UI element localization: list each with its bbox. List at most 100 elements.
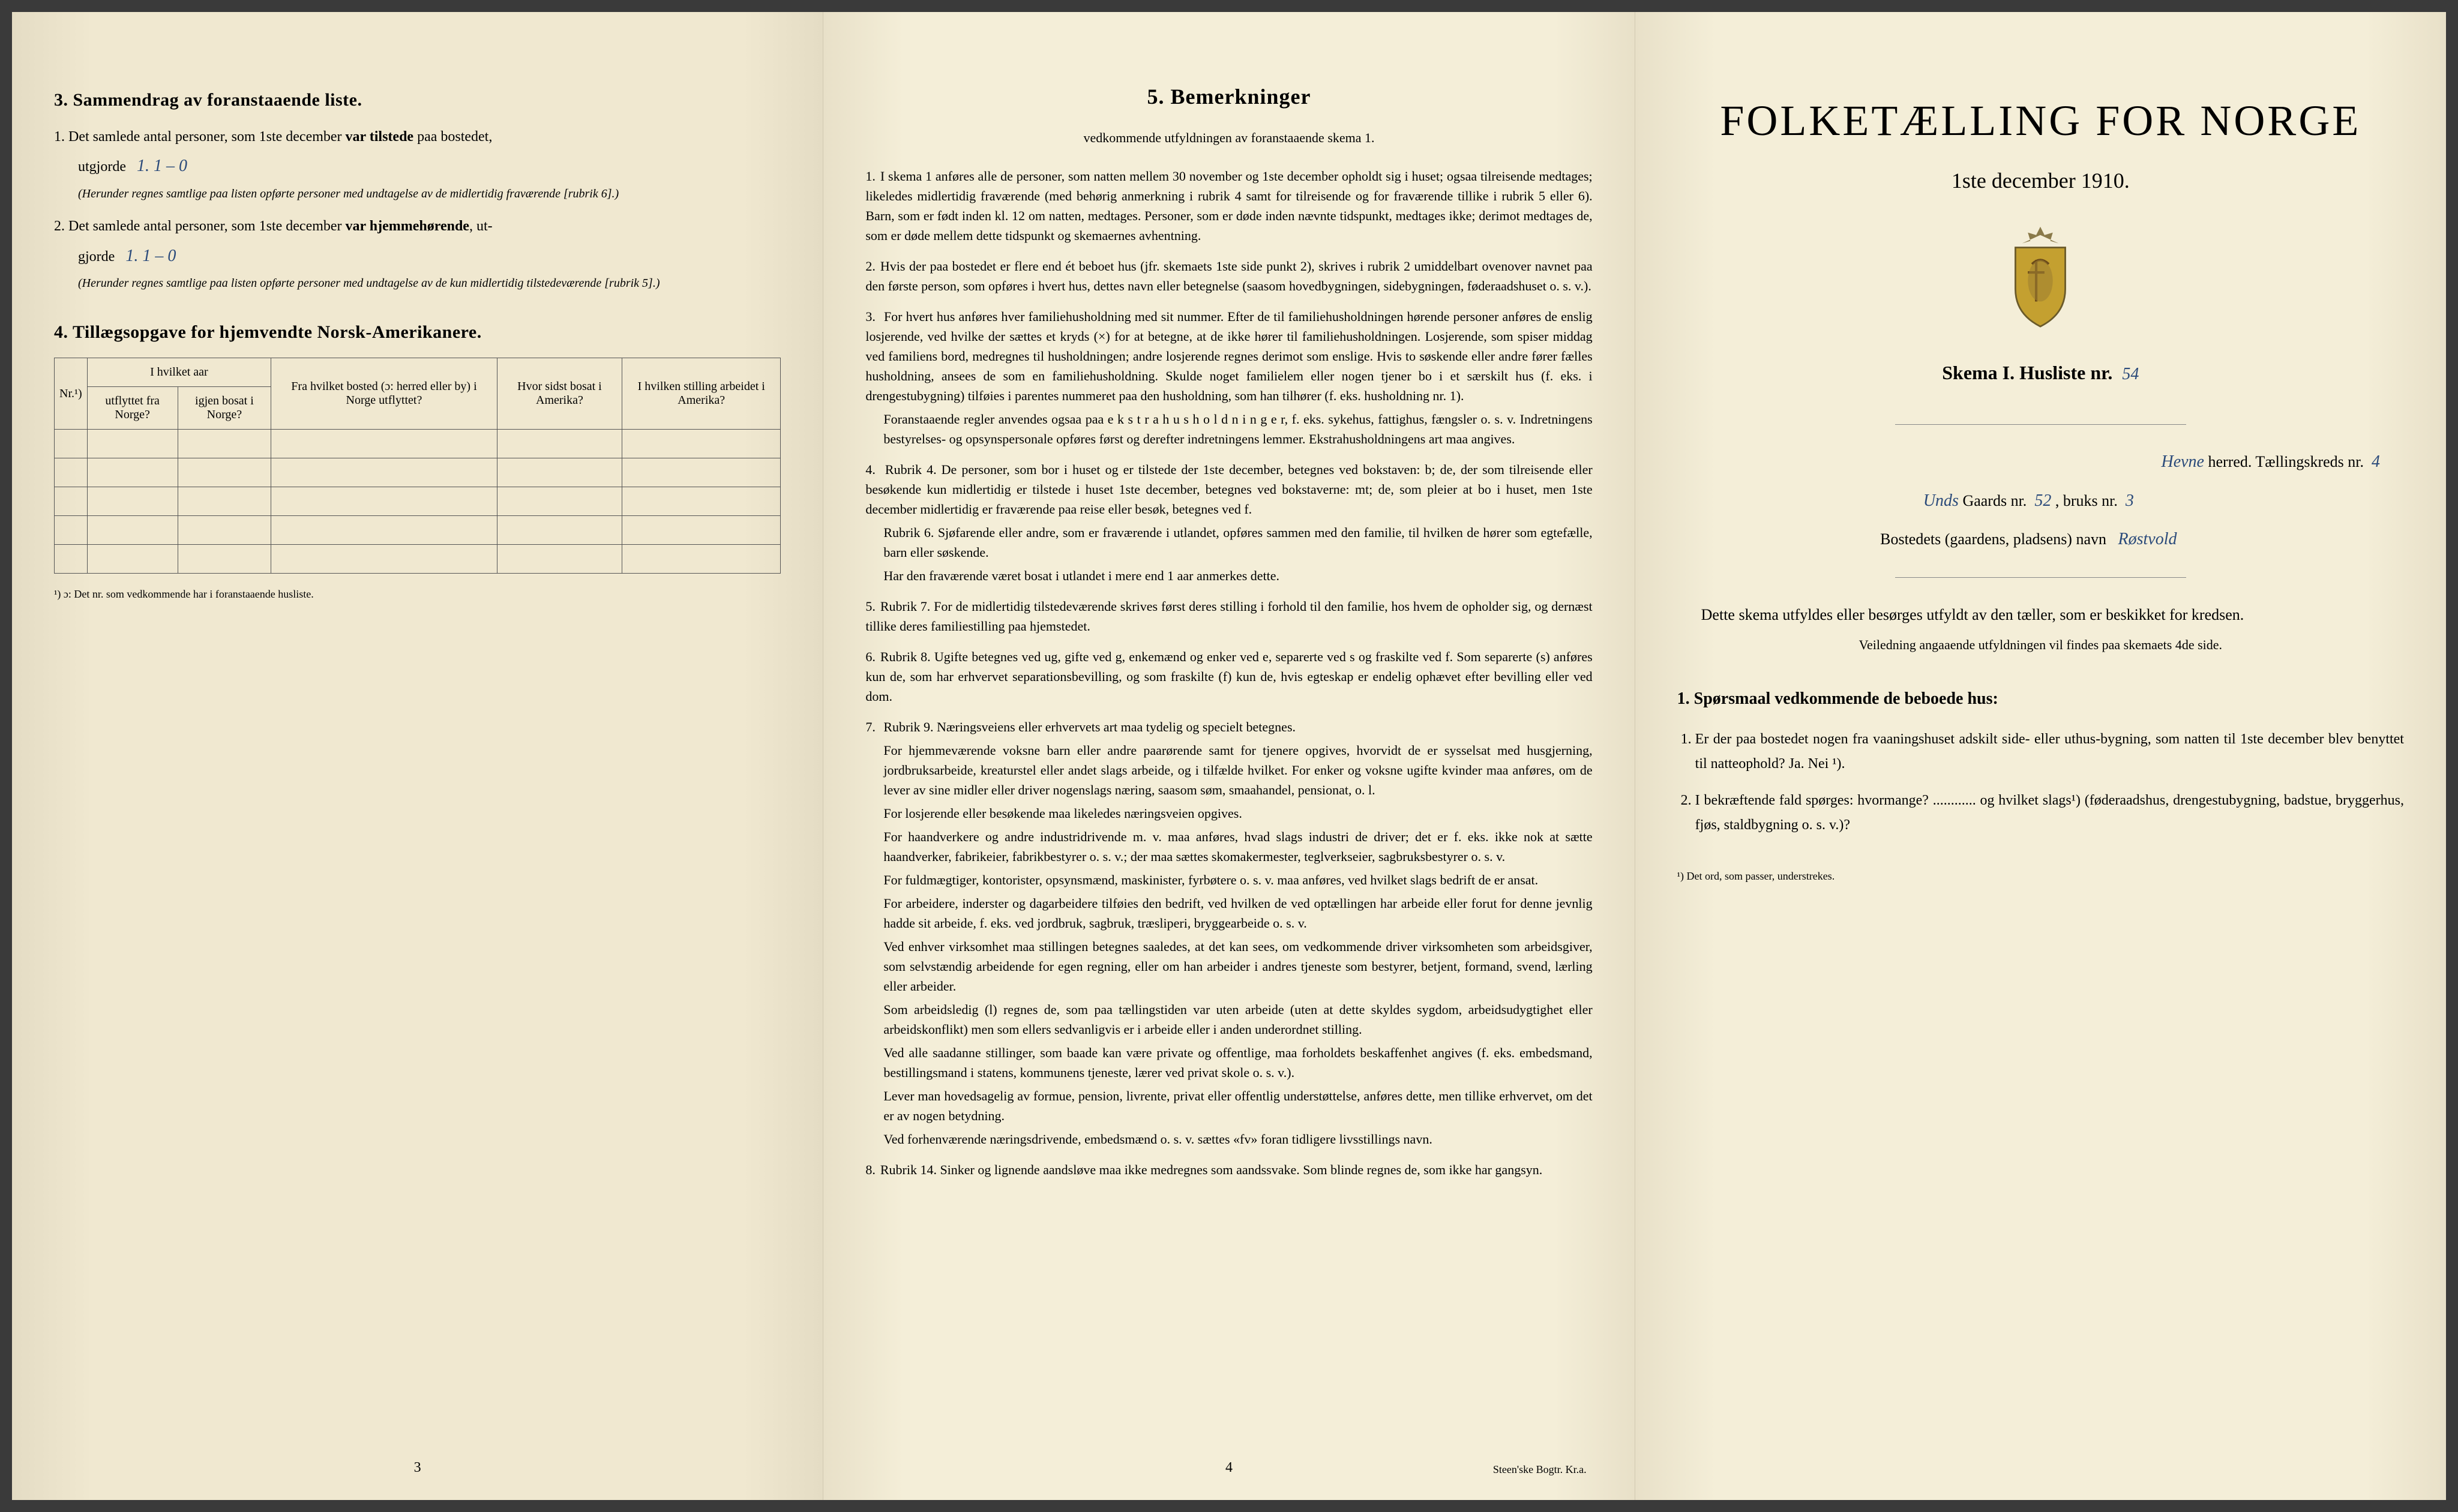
divider: [1895, 577, 2186, 578]
bosted-label: Bostedets (gaardens, pladsens) navn: [1880, 530, 2106, 548]
item2: 2. Det samlede antal personer, som 1ste …: [54, 215, 781, 292]
gaards-label: Gaards nr.: [1962, 492, 2027, 509]
item2-gjorde: gjorde: [78, 249, 115, 265]
bem-item-8: Rubrik 14. Sinker og lignende aandsløve …: [865, 1160, 1592, 1180]
bem7-d: For haandverkere og andre industridriven…: [883, 827, 1592, 866]
item1-note: (Herunder regnes samtlige paa listen opf…: [78, 185, 781, 203]
q1-text: Er der paa bostedet nogen fra vaaningshu…: [1695, 731, 2404, 772]
table-header-row1: Nr.¹) I hvilket aar Fra hvilket bosted (…: [55, 358, 781, 387]
questions-list: Er der paa bostedet nogen fra vaaningshu…: [1695, 727, 2404, 837]
item2-text: 2. Det samlede antal personer, som 1ste …: [54, 215, 781, 238]
bemerkninger-list: I skema 1 anføres alle de personer, som …: [865, 166, 1592, 1180]
bem-item-4: Rubrik 4. De personer, som bor i huset o…: [865, 460, 1592, 586]
bem-item-5: Rubrik 7. For de midlertidig tilstedevær…: [865, 596, 1592, 636]
bem7-j: Lever man hovedsagelig av formue, pensio…: [883, 1086, 1592, 1126]
item1-note-text: (Herunder regnes samtlige paa listen opf…: [78, 187, 619, 200]
bem7-i: Ved alle saadanne stillinger, som baade …: [883, 1043, 1592, 1082]
gaards-hand: 52: [2034, 491, 2051, 510]
instruction-2: Veiledning angaaende utfyldningen vil fi…: [1677, 634, 2404, 655]
bem7-e: For fuldmægtiger, kontorister, opsynsmæn…: [883, 870, 1592, 890]
bem-item-7: Rubrik 9. Næringsveiens eller erhvervets…: [865, 717, 1592, 1149]
bruks-label: , bruks nr.: [2055, 492, 2118, 509]
th-utflyttet: utflyttet fra Norge?: [87, 387, 178, 430]
item1-bold: var tilstede: [346, 129, 414, 145]
bem7-g: Ved enhver virksomhet maa stillingen bet…: [883, 937, 1592, 996]
instruction-1: Dette skema utfyldes eller besørges utfy…: [1677, 602, 2404, 628]
date-line: 1ste december 1910.: [1677, 164, 2404, 199]
table-row: [55, 458, 781, 487]
item2-line2: gjorde 1. 1 – 0: [78, 243, 781, 270]
bem7-b: For hjemmeværende voksne barn eller andr…: [883, 740, 1592, 800]
item2-note-text: (Herunder regnes samtlige paa listen opf…: [78, 277, 660, 290]
footnote: ¹) Det ord, som passer, understrekes.: [1677, 868, 2404, 885]
item2-note: (Herunder regnes samtlige paa listen opf…: [78, 274, 781, 292]
bem4-main: Rubrik 4. De personer, som bor i huset o…: [865, 462, 1592, 517]
item1-line2: utgjorde 1. 1 – 0: [78, 153, 781, 180]
section4-title: 4. Tillægsopgave for hjemvendte Norsk-Am…: [54, 322, 781, 343]
bem3-sub: Foranstaaende regler anvendes ogsaa paa …: [883, 409, 1592, 449]
herred-hand: Hevne: [2161, 452, 2204, 471]
bem7-main: Rubrik 9. Næringsveiens eller erhvervets…: [883, 719, 1296, 734]
bem7-h: Som arbeidsledig (l) regnes de, som paa …: [883, 1000, 1592, 1039]
th-bosted: Fra hvilket bosted (ɔ: herred eller by) …: [271, 358, 497, 430]
kreds-hand: 4: [2372, 452, 2380, 471]
section5-title: 5. Bemerkninger: [865, 84, 1592, 109]
bruks-hand: 3: [2126, 491, 2134, 510]
bosted-line: Bostedets (gaardens, pladsens) navn Røst…: [1677, 526, 2404, 553]
bem-item-1: I skema 1 anføres alle de personer, som …: [865, 166, 1592, 245]
item1-pre: 1. Det samlede antal personer, som 1ste …: [54, 129, 346, 145]
q2-text: I bekræftende fald spørges: hvormange? .…: [1695, 793, 2404, 833]
item2-bold: var hjemmehørende: [346, 218, 469, 234]
amerikanere-table: Nr.¹) I hvilket aar Fra hvilket bosted (…: [54, 358, 781, 574]
questions-title: 1. Spørsmaal vedkommende de beboede hus:: [1677, 686, 2404, 713]
bem-item-3: For hvert hus anføres hver familiehushol…: [865, 307, 1592, 449]
printer-mark: Steen'ske Bogtr. Kr.a.: [1493, 1463, 1587, 1476]
schema-line: Skema I. Husliste nr. 54: [1677, 358, 2404, 388]
page-left: 3. Sammendrag av foranstaaende liste. 1.…: [12, 12, 823, 1500]
gaards-pre-hand: Unds: [1923, 491, 1959, 510]
bem7-k: Ved forhenværende næringsdrivende, embed…: [883, 1129, 1592, 1149]
item2-pre: 2. Det samlede antal personer, som 1ste …: [54, 218, 346, 234]
bosted-hand: Røstvold: [2118, 530, 2177, 548]
item2-handwritten: 1. 1 – 0: [125, 247, 176, 265]
page-middle: 5. Bemerkninger vedkommende utfyldningen…: [823, 12, 1635, 1500]
bem3-main: For hvert hus anføres hver familiehushol…: [865, 309, 1592, 403]
bem7-f: For arbeidere, inderster og dagarbeidere…: [883, 893, 1592, 933]
gaards-line: Unds Gaards nr. 52 , bruks nr. 3: [1677, 488, 2404, 515]
herred-line: Hevne herred. Tællingskreds nr. 4: [1677, 449, 2404, 476]
th-stilling: I hvilken stilling arbeidet i Amerika?: [622, 358, 781, 430]
document-spread: 3. Sammendrag av foranstaaende liste. 1.…: [12, 12, 2446, 1500]
item1-text: 1. Det samlede antal personer, som 1ste …: [54, 125, 781, 148]
item2-post: , ut-: [469, 218, 493, 234]
item1-utgjorde: utgjorde: [78, 159, 126, 175]
bem4-sub2: Har den fraværende været bosat i utlande…: [883, 566, 1592, 586]
th-aar: I hvilket aar: [87, 358, 271, 387]
item1-post: paa bostedet,: [413, 129, 492, 145]
section3-title: 3. Sammendrag av foranstaaende liste.: [54, 90, 781, 110]
main-title: FOLKETÆLLING FOR NORGE: [1677, 96, 2404, 146]
page-number: 3: [414, 1460, 421, 1476]
th-amerika: Hvor sidst bosat i Amerika?: [497, 358, 622, 430]
schema-nr-hand: 54: [2122, 365, 2139, 383]
bem-item-6: Rubrik 8. Ugifte betegnes ved ug, gifte …: [865, 647, 1592, 706]
bem-item-2: Hvis der paa bostedet er flere end ét be…: [865, 256, 1592, 296]
page-right: FOLKETÆLLING FOR NORGE 1ste december 191…: [1635, 12, 2446, 1500]
th-igjen: igjen bosat i Norge?: [178, 387, 271, 430]
question-2: I bekræftende fald spørges: hvormange? .…: [1695, 788, 2404, 838]
item1: 1. Det samlede antal personer, som 1ste …: [54, 125, 781, 203]
schema-label: Skema I. Husliste nr.: [1942, 362, 2112, 383]
table-row: [55, 487, 781, 516]
table-row: [55, 516, 781, 545]
crest-icon: [1998, 223, 2082, 331]
table-row: [55, 430, 781, 458]
table-footnote: ¹) ɔ: Det nr. som vedkommende har i fora…: [54, 586, 781, 603]
divider: [1895, 424, 2186, 425]
table-row: [55, 545, 781, 574]
th-nr: Nr.¹): [55, 358, 88, 430]
item1-handwritten: 1. 1 – 0: [137, 157, 187, 175]
coat-of-arms: [1677, 223, 2404, 334]
bem4-sub1: Rubrik 6. Sjøfarende eller andre, som er…: [883, 523, 1592, 562]
page-number: 4: [1225, 1460, 1233, 1476]
herred-label: herred. Tællingskreds nr.: [2208, 453, 2364, 470]
bem7-c: For losjerende eller besøkende maa likel…: [883, 803, 1592, 823]
